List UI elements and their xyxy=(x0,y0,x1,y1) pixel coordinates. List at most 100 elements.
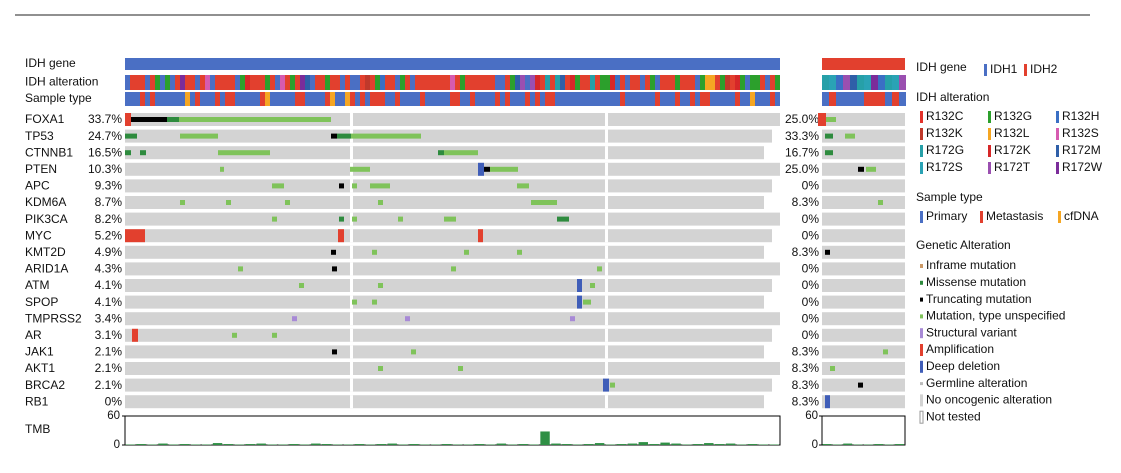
idh-alteration-cell xyxy=(270,75,275,90)
gene-track xyxy=(125,229,772,243)
legend-swatch xyxy=(1056,128,1059,140)
tmb-label: TMB xyxy=(25,422,50,436)
sample-type-cell xyxy=(340,92,345,106)
idh-alteration-cell xyxy=(320,75,325,90)
idh-alteration-cell xyxy=(300,75,305,90)
gene-track xyxy=(125,328,772,342)
gene-track xyxy=(125,362,780,375)
sample-type-cell xyxy=(520,92,525,106)
gene-track xyxy=(822,312,905,326)
sample-type-cell xyxy=(885,92,892,106)
legend-title: IDH alteration xyxy=(916,90,989,104)
gene-pct-right: 8.3% xyxy=(792,378,820,392)
alteration-mark xyxy=(331,249,336,255)
idh-alteration-cell xyxy=(460,75,465,90)
gene-pct-right: 0% xyxy=(802,278,820,292)
tmb-bar xyxy=(843,443,853,445)
sample-type-cell xyxy=(285,92,290,106)
sample-type-cell xyxy=(850,92,857,106)
gene-track xyxy=(125,196,764,209)
legend-item: Inframe mutation xyxy=(926,258,1016,272)
tmb-bar xyxy=(616,444,627,445)
legend-item: R132S xyxy=(1062,126,1099,140)
sample-type-cell xyxy=(620,92,625,106)
sample-type-cell xyxy=(195,92,200,106)
sample-type-cell xyxy=(200,92,205,106)
gene-track xyxy=(822,113,905,126)
idh-alteration-cell xyxy=(550,75,555,90)
sample-type-cell xyxy=(220,92,225,106)
legend-swatch xyxy=(920,314,923,319)
gene-label: AKT1 xyxy=(25,361,55,375)
tmb-bar xyxy=(311,443,321,445)
sample-type-cell xyxy=(470,92,475,106)
idh-alteration-cell xyxy=(715,75,720,90)
alteration-mark xyxy=(458,366,463,371)
idh-alteration-cell xyxy=(195,75,200,90)
idh-alteration-cell xyxy=(385,75,390,90)
idh-alteration-cell xyxy=(470,75,475,90)
legend-item: R172W xyxy=(1062,160,1103,174)
idh-alteration-cell xyxy=(720,75,725,90)
alteration-mark xyxy=(352,216,357,222)
sample-type-cell xyxy=(655,92,660,106)
sample-type-cell xyxy=(135,92,140,106)
legend-item: R132G xyxy=(994,109,1032,123)
track-gap xyxy=(605,245,608,259)
sample-type-cell xyxy=(555,92,560,106)
legend-item: R172T xyxy=(994,160,1031,174)
gene-pct-left: 4.1% xyxy=(95,278,123,292)
legend-item: cfDNA xyxy=(1064,209,1099,223)
sample-type-cell xyxy=(740,92,745,106)
sample-type-cell xyxy=(899,92,906,106)
tmb-tick-label: 60 xyxy=(805,410,818,422)
sample-type-cell xyxy=(465,92,470,106)
gene-track xyxy=(125,245,764,259)
sample-type-cell xyxy=(857,92,864,106)
legend-item: Structural variant xyxy=(926,325,1017,339)
sample-type-cell xyxy=(565,92,570,106)
alteration-mark xyxy=(398,216,403,222)
idh-alteration-cell xyxy=(620,75,625,90)
legend-swatch xyxy=(984,64,987,76)
sample-type-cell xyxy=(130,92,135,106)
idh-alteration-cell xyxy=(425,75,430,90)
idh-alteration-cell xyxy=(510,75,515,90)
legend-item: No oncogenic alteration xyxy=(926,393,1052,407)
gene-pct-left: 8.2% xyxy=(95,212,123,226)
alteration-mark xyxy=(350,166,370,172)
track-label: IDH gene xyxy=(25,56,76,70)
gene-pct-right: 25.0% xyxy=(785,112,819,126)
alteration-mark xyxy=(590,283,595,288)
idh-alteration-cell xyxy=(500,75,505,90)
idh-alteration-cell xyxy=(545,75,550,90)
idh-alteration-cell xyxy=(775,75,780,90)
legend-item: R172K xyxy=(994,143,1031,157)
tmb-bar xyxy=(704,443,714,445)
legend-swatch xyxy=(920,211,923,223)
sample-type-cell xyxy=(530,92,535,106)
sample-type-cell xyxy=(715,92,720,106)
idh-alteration-cell xyxy=(170,75,175,90)
sample-type-cell xyxy=(145,92,150,106)
sample-type-cell xyxy=(535,92,540,106)
gene-label: PIK3CA xyxy=(25,212,68,226)
gene-label: AR xyxy=(25,328,42,342)
alteration-mark xyxy=(444,150,478,156)
gene-label: CTNNB1 xyxy=(25,145,73,159)
idh-alteration-cell xyxy=(395,75,400,90)
sample-type-cell xyxy=(180,92,185,106)
idh-alteration-cell xyxy=(670,75,675,90)
alteration-mark xyxy=(218,150,270,156)
gene-label: KMT2D xyxy=(25,245,66,259)
tmb-bar xyxy=(584,444,594,445)
legend-item: R132C xyxy=(926,109,964,123)
sample-type-cell xyxy=(190,92,195,106)
idh-alteration-cell xyxy=(520,75,525,90)
alteration-mark xyxy=(378,366,383,371)
sample-type-cell xyxy=(495,92,500,106)
sample-type-cell xyxy=(515,92,520,106)
gene-pct-left: 16.5% xyxy=(88,145,122,159)
idh-alteration-cell xyxy=(899,75,906,90)
idh-alteration-cell xyxy=(710,75,715,90)
